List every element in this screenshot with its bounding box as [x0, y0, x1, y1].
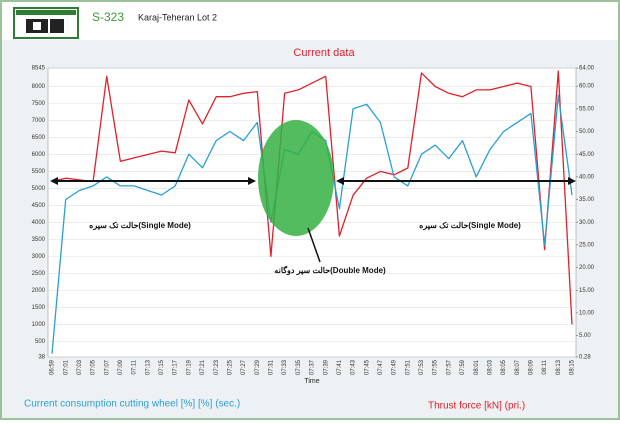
x-tick-label: 08:01 — [474, 359, 480, 375]
x-tick-label: 07:09 — [118, 359, 124, 375]
code: S-323 — [92, 10, 124, 24]
y-tick-label: 3000 — [32, 254, 46, 260]
x-tick-label: 07:47 — [378, 359, 384, 375]
x-tick-label: 07:51 — [405, 359, 411, 375]
x-tick-label: 07:45 — [364, 359, 370, 375]
x-tick-label: 07:27 — [241, 359, 247, 375]
y2-tick-label: 55.00 — [579, 106, 595, 112]
y2-tick-label: 40.00 — [579, 174, 595, 180]
y-tick-label: 8000 — [32, 84, 46, 90]
x-tick-label: 07:15 — [159, 359, 165, 375]
x-tick-label: 07:43 — [351, 359, 357, 375]
x-tick-label: 08:15 — [570, 359, 576, 375]
y2-tick-label: 0.28 — [579, 355, 591, 361]
annotation: حالت تک سپره(Single Mode) — [419, 221, 521, 231]
x-tick-label: 07:17 — [173, 359, 179, 375]
x-tick-label: 07:03 — [77, 359, 83, 375]
project: Karaj-Teheran Lot 2 — [138, 12, 217, 22]
annotation: حالت تک سپره(Single Mode) — [89, 221, 191, 231]
x-tick-label: 07:21 — [200, 359, 206, 375]
y2-tick-label: 64.00 — [579, 66, 595, 72]
header-bar — [2, 2, 618, 40]
x-tick-label: 08:05 — [501, 359, 507, 375]
legend-entry: Current consumption cutting wheel [%] [%… — [24, 399, 240, 410]
y-tick-label: 7000 — [32, 118, 46, 124]
y-tick-label: 5500 — [32, 169, 46, 175]
x-tick-label: 07:37 — [310, 359, 316, 375]
y-tick-label: 6500 — [32, 135, 46, 141]
x-tick-label: 07:19 — [186, 359, 192, 375]
y-tick-label: 6000 — [32, 152, 46, 158]
x-axis-label: Time — [304, 378, 319, 385]
x-tick-label: 08:13 — [556, 359, 562, 375]
y2-tick-label: 45.00 — [579, 152, 595, 158]
y2-tick-label: 35.00 — [579, 197, 595, 203]
y2-tick-label: 50.00 — [579, 129, 595, 135]
logo — [13, 7, 79, 39]
x-tick-label: 08:03 — [487, 359, 493, 375]
x-tick-label: 08:11 — [542, 359, 548, 374]
mode-arrows — [50, 177, 576, 263]
y-tick-label: 5000 — [32, 186, 46, 192]
x-tick-label: 07:13 — [145, 359, 151, 375]
x-tick-label: 08:09 — [529, 359, 535, 375]
y2-tick-label: 20.00 — [579, 265, 595, 271]
x-tick-label: 07:07 — [104, 359, 110, 375]
y-tick-label: 38 — [38, 355, 45, 361]
y2-tick-label: 25.00 — [579, 242, 595, 248]
y-tick-label: 2000 — [32, 288, 46, 294]
series-line — [51, 70, 573, 325]
y-tick-label: 7500 — [32, 101, 46, 107]
x-tick-label: 07:49 — [392, 359, 398, 375]
x-tick-label: 08:07 — [515, 359, 521, 375]
x-tick-label: 07:55 — [433, 359, 439, 375]
x-tick-label: 07:31 — [269, 359, 275, 375]
y-tick-label: 3500 — [32, 237, 46, 243]
x-tick-label: 07:53 — [419, 359, 425, 375]
y2-tick-label: 5.00 — [579, 333, 591, 339]
x-tick-label: 07:29 — [255, 359, 261, 375]
x-tick-label: 07:57 — [446, 359, 452, 375]
x-tick-label: 07:25 — [227, 359, 233, 375]
x-tick-label: 07:41 — [337, 359, 343, 375]
x-tick-label: 07:11 — [132, 359, 138, 374]
double-mode-highlight — [258, 120, 334, 236]
y2-tick-label: 60.00 — [579, 84, 595, 90]
chart-title: Current data — [293, 47, 355, 59]
x-tick-label: 07:39 — [323, 359, 329, 375]
x-tick-label: 07:05 — [91, 359, 97, 375]
y-tick-label: 1000 — [32, 322, 46, 328]
y2-tick-label: 30.00 — [579, 220, 595, 226]
x-tick-label: 07:35 — [296, 359, 302, 375]
x-tick-label: 07:23 — [214, 359, 220, 375]
y-tick-label: 4000 — [32, 220, 46, 226]
x-tick-label: 07:01 — [63, 359, 69, 375]
x-tick-label: 06:59 — [50, 359, 56, 375]
x-tick-label: 07:33 — [282, 359, 288, 375]
y-tick-label: 1500 — [32, 305, 46, 311]
y-tick-label: 8545 — [32, 66, 46, 72]
y2-tick-label: 15.00 — [579, 288, 595, 294]
y2-tick-label: 10.00 — [579, 310, 595, 316]
y-tick-label: 500 — [35, 339, 46, 345]
legend-entry: Thrust force [kN] (pri.) — [428, 401, 525, 412]
y-tick-label: 4500 — [32, 203, 46, 209]
y-tick-label: 2500 — [32, 271, 46, 277]
x-tick-label: 07:59 — [460, 359, 466, 375]
annotation: حالت سپر دوگانه(Double Mode) — [274, 265, 386, 276]
